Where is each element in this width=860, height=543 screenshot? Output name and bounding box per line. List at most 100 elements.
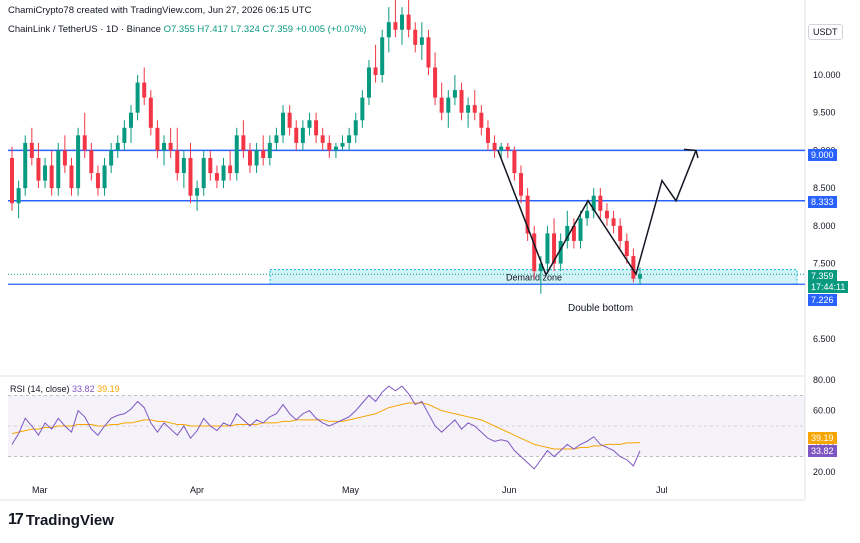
time-tick-label: Jun: [502, 485, 517, 495]
brand-name: TradingView: [25, 511, 114, 529]
rsi-legend: RSI (14, close) 33.82 39.19: [10, 384, 120, 394]
rsi-tick-label: 60.00: [813, 406, 836, 416]
level-9000-tag: 9.000: [808, 149, 837, 161]
candle-body: [228, 165, 233, 174]
candle-body: [333, 146, 338, 151]
candle-body: [175, 150, 180, 174]
candle-body: [327, 142, 332, 151]
candle-body: [208, 157, 213, 174]
candle-body: [188, 157, 193, 196]
candle-body: [433, 67, 438, 98]
candle-body: [36, 157, 41, 181]
candle-body: [505, 146, 510, 151]
candle-body: [82, 135, 87, 151]
time-tick-label: May: [342, 485, 360, 495]
candle-body: [254, 150, 259, 166]
candle-body: [267, 142, 272, 158]
price-tick-label: 7.500: [813, 259, 836, 269]
candle-body: [466, 105, 471, 113]
candle-body: [16, 188, 21, 204]
candle-body: [631, 256, 636, 279]
close-value: C7.359: [262, 24, 294, 35]
projection-arrowhead: [683, 148, 699, 159]
current-price-tag: 7.359: [808, 270, 837, 282]
candle-body: [287, 112, 292, 128]
candle-body: [571, 225, 576, 241]
candle-body: [611, 218, 616, 226]
low-value: L7.324: [230, 24, 260, 35]
candle-body: [552, 233, 557, 264]
candle-body: [142, 82, 147, 98]
candle-body: [148, 97, 153, 128]
rsi-title: RSI (14, close): [10, 384, 70, 394]
candle-body: [234, 135, 239, 174]
candle-body: [558, 240, 563, 264]
rsi-tick-label: 20.00: [813, 467, 836, 477]
rsi-line: [11, 385, 641, 470]
candle-body: [320, 135, 325, 143]
candle-body: [347, 135, 352, 143]
level-8333-tag: 8.333: [808, 196, 837, 208]
candle-body: [353, 120, 358, 136]
candle-body: [565, 225, 570, 241]
symbol-info-bar: ChainLink / TetherUS · 1D · Binance O7.3…: [8, 24, 366, 35]
candle-body: [525, 195, 530, 234]
price-tick-label: 8.500: [813, 183, 836, 193]
candle-body: [29, 142, 34, 158]
support-tag: 7.226: [808, 294, 837, 306]
candle-body: [241, 135, 246, 151]
candle-body: [360, 97, 365, 121]
candle-body: [532, 233, 537, 272]
rsi-ma-line: [11, 402, 641, 450]
candle-body: [69, 165, 74, 189]
candle-body: [638, 274, 642, 279]
candle-body: [201, 157, 206, 189]
candle-body: [604, 210, 609, 219]
candle-body: [499, 146, 504, 151]
currency-button[interactable]: USDT: [808, 24, 843, 40]
candle-body: [181, 157, 186, 174]
candle-body: [393, 22, 398, 30]
candle-body: [135, 82, 140, 113]
candle-body: [43, 165, 48, 181]
tradingview-logo[interactable]: 17 TradingView: [8, 511, 114, 529]
candle-body: [585, 210, 590, 219]
candle-body: [485, 127, 490, 143]
countdown-tag: 17:44:11: [808, 281, 849, 293]
candle-body: [366, 67, 371, 98]
chart-credit: ChamiCrypto78 created with TradingView.c…: [8, 5, 312, 16]
candle-body: [62, 150, 67, 166]
candle-body: [459, 90, 464, 113]
price-tick-label: 10.000: [813, 70, 841, 80]
rsi-value-tag: 33.82: [808, 445, 837, 457]
candle-body: [89, 150, 94, 174]
candle-body: [95, 173, 100, 189]
price-tick-label: 9.500: [813, 108, 836, 118]
symbol-name[interactable]: ChainLink / TetherUS · 1D · Binance: [8, 24, 161, 35]
candle-body: [373, 67, 378, 75]
candle-body: [168, 142, 173, 151]
candle-body: [618, 225, 623, 241]
candle-body: [545, 233, 550, 264]
candle-body: [400, 14, 405, 30]
candle-body: [413, 29, 418, 45]
candle-body: [247, 150, 252, 166]
candle-body: [538, 263, 543, 272]
candle-body: [109, 150, 114, 166]
candle-body: [115, 142, 120, 151]
price-tick-label: 6.500: [813, 334, 836, 344]
candle-body: [419, 37, 424, 45]
candle-body: [624, 240, 629, 257]
candle-body: [446, 97, 451, 113]
candle-body: [472, 105, 477, 113]
candle-body: [49, 165, 54, 189]
time-tick-label: Mar: [32, 485, 48, 495]
candle-body: [340, 142, 345, 147]
candle-body: [214, 173, 219, 181]
rsi-legend-ma: 39.19: [97, 384, 120, 394]
candle-body: [128, 112, 133, 128]
candle-body: [221, 165, 226, 181]
candle-body: [492, 142, 497, 151]
candle-body: [162, 142, 167, 151]
